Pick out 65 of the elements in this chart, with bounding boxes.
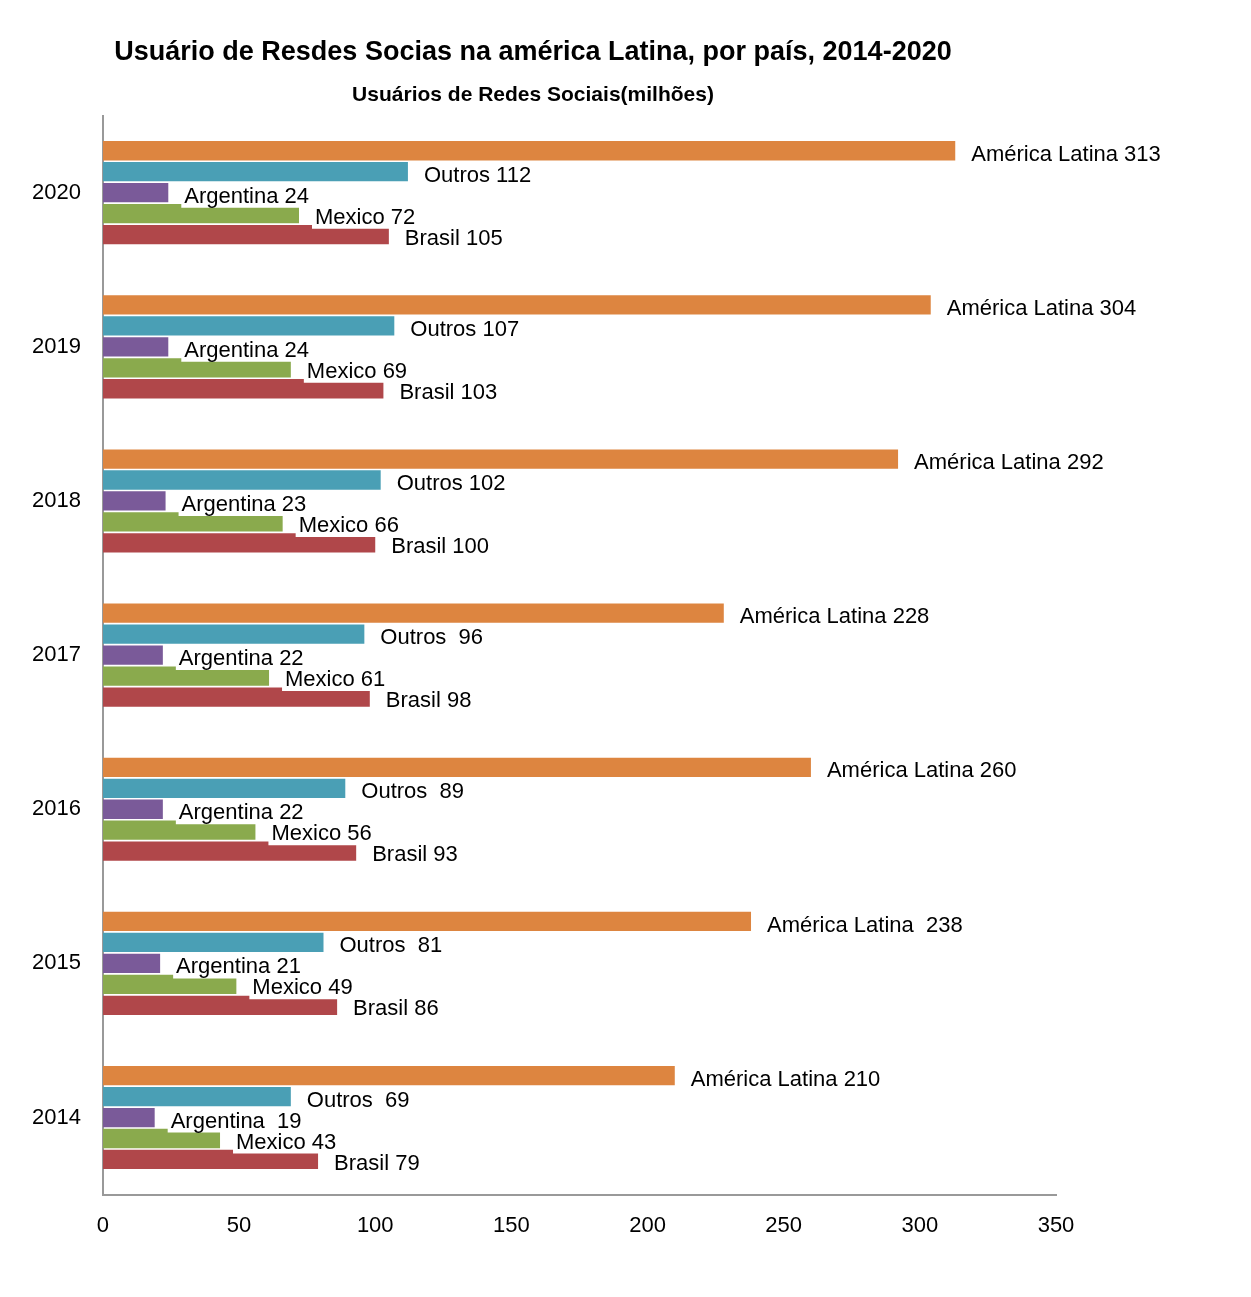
bar bbox=[102, 1065, 675, 1086]
data-label: Brasil 93 bbox=[372, 841, 458, 867]
bar bbox=[102, 953, 161, 974]
x-tick-label: 100 bbox=[356, 1211, 394, 1237]
y-tick-label: 2018 bbox=[31, 487, 81, 513]
x-tick-label: 200 bbox=[629, 1211, 666, 1237]
bar bbox=[102, 841, 357, 861]
data-label: Outros 102 bbox=[396, 470, 506, 496]
bar bbox=[102, 1107, 155, 1128]
bar bbox=[102, 603, 724, 623]
bar bbox=[102, 624, 365, 644]
y-tick-label: 2019 bbox=[31, 332, 81, 358]
data-label: Outros 69 bbox=[306, 1086, 410, 1112]
bar bbox=[102, 1149, 319, 1170]
x-tick-label: 150 bbox=[493, 1211, 530, 1237]
x-tick-label: 300 bbox=[901, 1211, 939, 1237]
data-label: América Latina 238 bbox=[767, 911, 963, 937]
bar bbox=[102, 799, 163, 819]
bar bbox=[102, 1086, 291, 1107]
bar bbox=[102, 687, 370, 707]
bar bbox=[102, 491, 166, 511]
data-label: Outros 112 bbox=[423, 161, 532, 187]
bar bbox=[102, 295, 931, 315]
bar bbox=[102, 162, 408, 182]
chart-title: Usuário de Resdes Socias na américa Latina, por país, 2014-2020 bbox=[114, 35, 952, 66]
data-label: América Latina 260 bbox=[826, 757, 1017, 783]
data-label: Outros 81 bbox=[339, 932, 443, 958]
data-label: Brasil 86 bbox=[353, 995, 439, 1021]
bar bbox=[102, 337, 169, 357]
data-label: América Latina 210 bbox=[690, 1065, 881, 1091]
data-label: América Latina 304 bbox=[946, 294, 1137, 320]
y-tick-label: 2017 bbox=[31, 641, 81, 667]
bar bbox=[102, 533, 376, 553]
data-label: Outros 96 bbox=[380, 624, 484, 650]
data-label: América Latina 228 bbox=[739, 603, 930, 629]
x-tick-label: 350 bbox=[1037, 1211, 1075, 1237]
x-tick-label: 250 bbox=[765, 1211, 803, 1237]
bar bbox=[102, 778, 346, 798]
y-tick-label: 2020 bbox=[31, 178, 81, 204]
x-tick-label: 50 bbox=[226, 1211, 252, 1237]
bar bbox=[102, 932, 324, 953]
y-tick-label: 2015 bbox=[31, 949, 81, 975]
y-tick-label: 2016 bbox=[31, 795, 81, 821]
data-label: Argentina 24 bbox=[184, 182, 310, 208]
bar bbox=[102, 449, 899, 469]
y-tick-label: 2014 bbox=[31, 1103, 81, 1129]
data-label: Brasil 79 bbox=[334, 1149, 420, 1175]
bar bbox=[102, 470, 381, 490]
bar bbox=[102, 224, 389, 245]
data-label: Outros 107 bbox=[410, 315, 520, 341]
bar bbox=[102, 911, 752, 932]
data-label: América Latina 292 bbox=[914, 449, 1104, 475]
data-label: Brasil 98 bbox=[385, 687, 472, 713]
bar bbox=[102, 183, 169, 203]
bar bbox=[102, 316, 395, 336]
x-tick-label: 0 bbox=[96, 1211, 110, 1237]
data-label: Argentina 23 bbox=[181, 491, 307, 517]
bar bbox=[102, 757, 811, 777]
bar bbox=[102, 645, 163, 665]
bar bbox=[102, 995, 338, 1015]
chart-subtitle: Usuários de Redes Sociais(milhões) bbox=[352, 81, 714, 105]
data-label: Outros 89 bbox=[361, 778, 465, 804]
bar bbox=[102, 379, 384, 399]
bar bbox=[102, 141, 956, 161]
data-label: América Latina 313 bbox=[971, 140, 1161, 166]
